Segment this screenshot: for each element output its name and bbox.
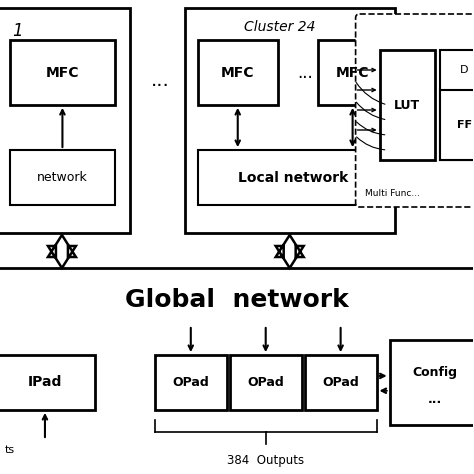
Polygon shape [48, 235, 76, 268]
Bar [0, 355, 95, 410]
Text: ...: ... [428, 393, 442, 406]
Text: 384  Outputs: 384 Outputs [227, 454, 304, 467]
Text: 1: 1 [12, 22, 23, 40]
Text: OPad: OPad [247, 376, 284, 389]
FancyBboxPatch shape [356, 14, 474, 207]
Bar [380, 50, 435, 160]
Text: Local network: Local network [237, 171, 348, 184]
Bar [10, 40, 115, 105]
Text: OPad: OPad [322, 376, 359, 389]
Text: OPad: OPad [173, 376, 209, 389]
Text: ...: ... [297, 64, 312, 82]
Text: ts: ts [5, 445, 15, 455]
Bar [230, 355, 301, 410]
Text: MFC: MFC [46, 65, 79, 80]
Bar [198, 40, 278, 105]
Text: Config: Config [412, 366, 457, 379]
Bar [305, 355, 376, 410]
Bar [439, 90, 474, 160]
Polygon shape [276, 235, 304, 268]
Text: D: D [460, 65, 469, 75]
Bar [0, 8, 130, 233]
Bar [439, 50, 474, 160]
Text: LUT: LUT [394, 99, 420, 111]
Bar [155, 355, 227, 410]
Text: Global  network: Global network [125, 288, 348, 312]
Text: MFC: MFC [336, 65, 369, 80]
Text: Multi Func...: Multi Func... [365, 189, 419, 198]
Text: FF: FF [457, 120, 472, 130]
Bar [10, 150, 115, 205]
Text: IPad: IPad [28, 375, 62, 390]
Text: MFC: MFC [221, 65, 255, 80]
Text: Cluster 24: Cluster 24 [244, 20, 315, 34]
Bar [185, 8, 394, 233]
Bar [318, 40, 388, 105]
Text: ...: ... [150, 71, 169, 90]
Bar [390, 340, 474, 425]
Text: network: network [37, 171, 88, 184]
Bar [198, 150, 388, 205]
